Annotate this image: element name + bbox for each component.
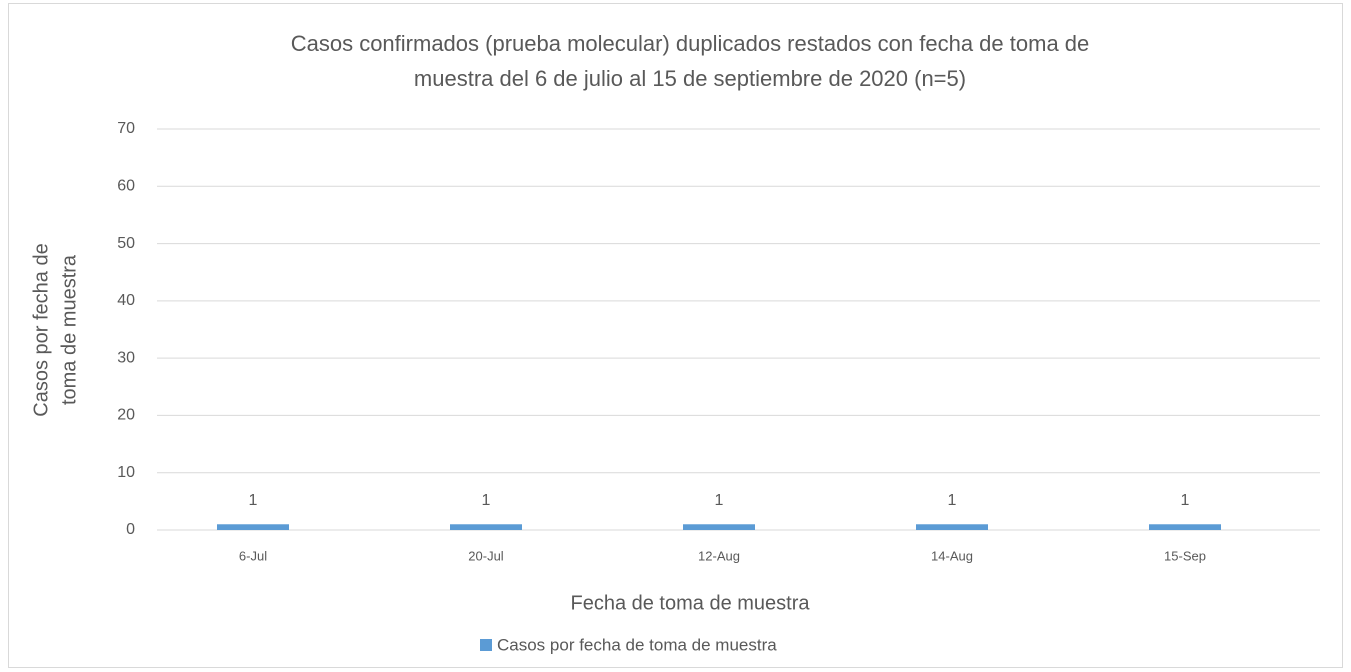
legend-swatch (480, 639, 492, 651)
legend-label: Casos por fecha de toma de muestra (497, 635, 777, 654)
chart-title: muestra del 6 de julio al 15 de septiemb… (414, 66, 966, 91)
x-tick-label: 12-Aug (698, 548, 740, 563)
bar (916, 524, 988, 530)
y-tick-label: 40 (117, 292, 135, 309)
bar (217, 524, 289, 530)
bar (683, 524, 755, 530)
y-tick-label: 0 (126, 521, 135, 538)
y-tick-label: 50 (117, 235, 135, 252)
y-tick-label: 20 (117, 407, 135, 424)
value-label: 1 (482, 492, 491, 509)
x-tick-label: 6-Jul (239, 548, 267, 563)
bar (1149, 524, 1221, 530)
value-label: 1 (249, 492, 258, 509)
value-label: 1 (1181, 492, 1190, 509)
x-tick-label: 14-Aug (931, 548, 973, 563)
bar (450, 524, 522, 530)
y-tick-label: 60 (117, 178, 135, 195)
y-tick-label: 10 (117, 464, 135, 481)
value-label: 1 (948, 492, 957, 509)
chart-frame (8, 3, 1343, 668)
y-axis-title: toma de muestra (58, 254, 80, 405)
y-tick-label: 70 (117, 120, 135, 137)
y-axis-title: Casos por fecha de (30, 243, 52, 416)
x-tick-label: 15-Sep (1164, 548, 1206, 563)
x-tick-label: 20-Jul (468, 548, 504, 563)
chart-title: Casos confirmados (prueba molecular) dup… (291, 31, 1090, 56)
x-axis-title: Fecha de toma de muestra (570, 592, 810, 614)
value-label: 1 (715, 492, 724, 509)
y-tick-label: 30 (117, 349, 135, 366)
